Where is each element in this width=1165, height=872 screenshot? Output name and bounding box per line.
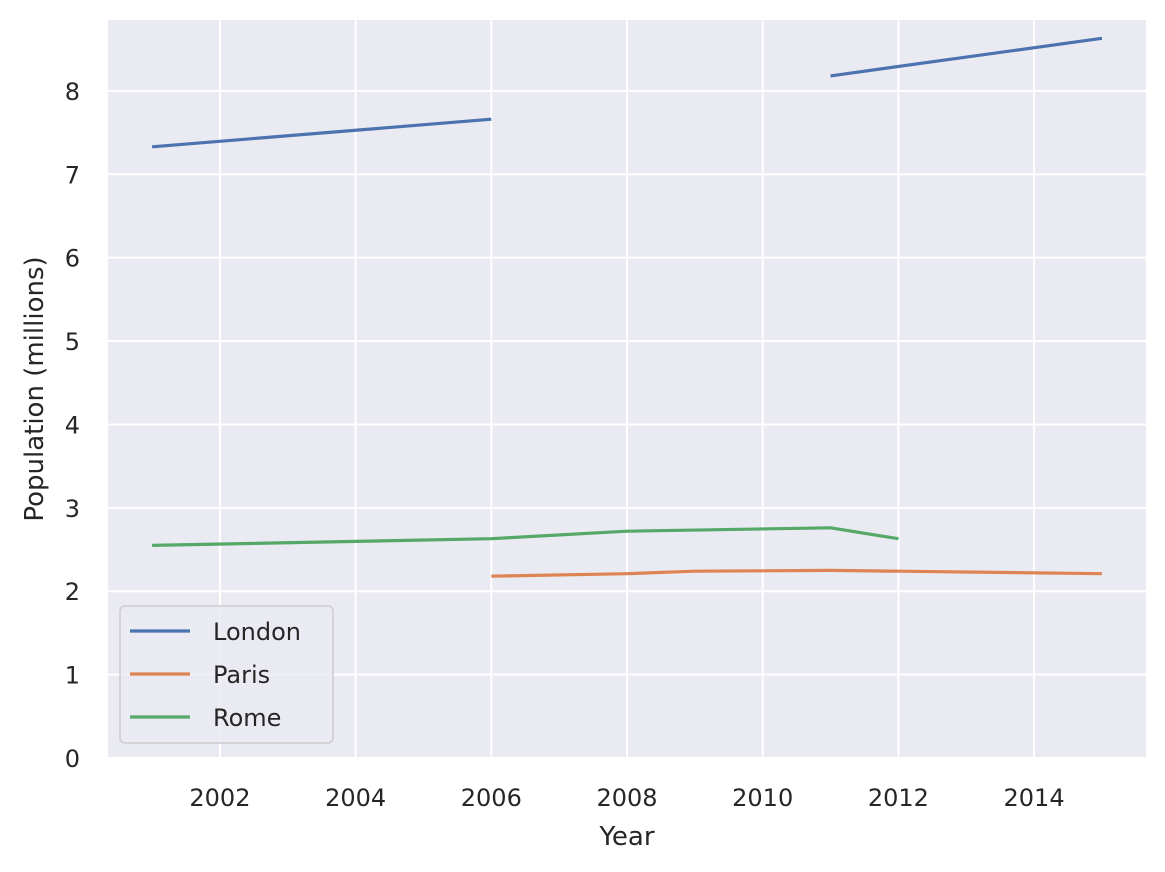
legend-label-london: London [213, 618, 301, 646]
y-tick-label: 0 [65, 745, 80, 773]
x-tick-label: 2004 [325, 784, 386, 812]
y-tick-label: 2 [65, 578, 80, 606]
y-tick-label: 6 [65, 245, 80, 273]
y-tick-label: 1 [65, 662, 80, 690]
y-tick-label: 7 [65, 161, 80, 189]
legend: London Paris Rome [119, 605, 334, 744]
y-tick-label: 3 [65, 495, 80, 523]
series-lines [151, 36, 1103, 578]
x-tick-label: 2010 [732, 784, 793, 812]
legend-label-rome: Rome [213, 704, 281, 732]
y-axis-title: Population (millions) [20, 256, 50, 521]
x-tick-label: 2002 [189, 784, 250, 812]
series-line-paris [491, 568, 1102, 578]
y-tick-label: 4 [65, 411, 80, 439]
x-axis-title: Year [598, 822, 654, 852]
series-line-london [151, 117, 492, 149]
x-axis-tick-labels: 2002 2004 2006 2008 2010 2012 2014 [189, 784, 1064, 812]
x-tick-label: 2014 [1004, 784, 1065, 812]
x-tick-label: 2008 [596, 784, 657, 812]
x-tick-label: 2012 [868, 784, 929, 812]
series-line-london [830, 36, 1103, 78]
legend-box [119, 605, 334, 744]
y-tick-label: 5 [65, 328, 80, 356]
y-axis-tick-labels: 0 1 2 3 4 5 6 7 8 [65, 78, 80, 773]
legend-label-paris: Paris [213, 661, 270, 689]
series-line-rome [152, 526, 899, 547]
x-tick-label: 2006 [461, 784, 522, 812]
y-tick-label: 8 [65, 78, 80, 106]
